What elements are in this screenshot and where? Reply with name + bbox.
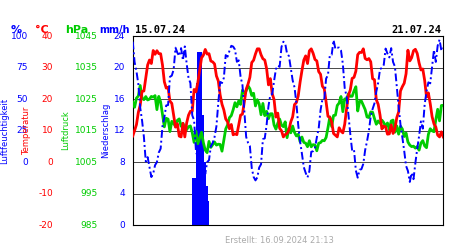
Text: 0: 0	[119, 220, 125, 230]
Bar	[201, 162, 206, 225]
Text: 16: 16	[113, 95, 125, 104]
Text: 0: 0	[22, 158, 28, 166]
Bar	[195, 84, 200, 225]
Text: 1035: 1035	[75, 63, 98, 72]
Text: Erstellt: 16.09.2024 21:13: Erstellt: 16.09.2024 21:13	[225, 236, 333, 245]
Bar	[198, 52, 202, 225]
Text: hPa: hPa	[65, 25, 88, 35]
Bar	[199, 115, 204, 225]
Text: 1015: 1015	[75, 126, 98, 135]
Text: °C: °C	[35, 25, 48, 35]
Text: -20: -20	[38, 220, 53, 230]
Text: Luftfeuchtigkeit: Luftfeuchtigkeit	[0, 98, 9, 164]
Text: mm/h: mm/h	[99, 25, 130, 35]
Text: 20: 20	[42, 95, 53, 104]
Text: 0: 0	[47, 158, 53, 166]
Text: 10: 10	[41, 126, 53, 135]
Text: 25: 25	[17, 126, 28, 135]
Text: 21.07.24: 21.07.24	[391, 25, 441, 35]
Text: %: %	[10, 25, 21, 35]
Text: 100: 100	[11, 32, 28, 41]
Text: 40: 40	[42, 32, 53, 41]
Text: 1045: 1045	[75, 32, 98, 41]
Bar	[205, 202, 209, 225]
Text: Luftdruck: Luftdruck	[61, 111, 70, 150]
Text: 20: 20	[114, 63, 125, 72]
Text: -10: -10	[38, 189, 53, 198]
Text: 12: 12	[114, 126, 125, 135]
Text: 8: 8	[119, 158, 125, 166]
Bar	[192, 178, 196, 225]
Text: 50: 50	[16, 95, 28, 104]
Text: 4: 4	[120, 189, 125, 198]
Text: 995: 995	[81, 189, 98, 198]
Text: 985: 985	[81, 220, 98, 230]
Text: 24: 24	[114, 32, 125, 41]
Bar	[203, 186, 207, 225]
Text: Niederschlag: Niederschlag	[101, 103, 110, 158]
Text: 1025: 1025	[75, 95, 98, 104]
Text: 30: 30	[41, 63, 53, 72]
Text: Temperatur: Temperatur	[22, 106, 32, 155]
Text: 1005: 1005	[75, 158, 98, 166]
Text: 15.07.24: 15.07.24	[135, 25, 185, 35]
Text: 75: 75	[16, 63, 28, 72]
